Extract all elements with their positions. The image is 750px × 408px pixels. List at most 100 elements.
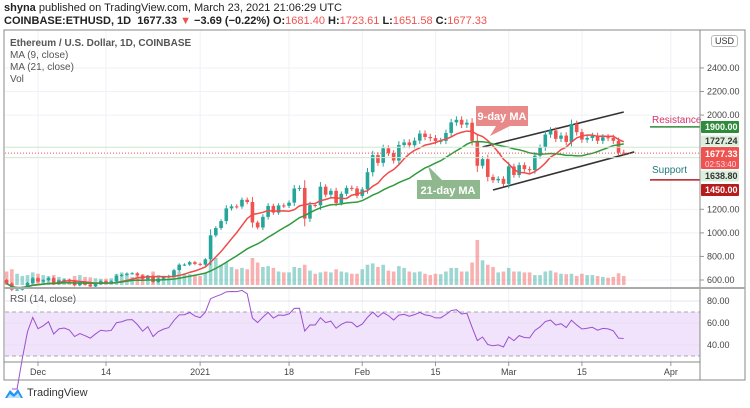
candle-body (187, 262, 192, 265)
resistance-label: Resistance (652, 115, 702, 126)
candle-body (595, 135, 600, 141)
time-tick-label: Apr (664, 367, 678, 377)
candle-body (512, 166, 516, 175)
volume-bar (585, 275, 589, 285)
legend-title: Ethereum / U.S. Dollar, 1D, COINBASE (10, 38, 192, 49)
time-tick-label: Dec (30, 367, 47, 377)
volume-bar (119, 272, 124, 285)
chart-legend: Ethereum / U.S. Dollar, 1D, COINBASE MA … (10, 38, 191, 86)
volume-bar (360, 269, 365, 285)
volume-bar (606, 277, 610, 285)
candle-body (302, 187, 307, 219)
volume-bar (287, 272, 291, 285)
volume-bar (282, 272, 286, 285)
ma9-tag (701, 135, 739, 147)
candle-body (438, 140, 443, 142)
volume-bar (553, 272, 558, 285)
volume-bar (601, 276, 605, 285)
candle-body (313, 205, 317, 207)
candle-body (323, 186, 328, 195)
candle-body (203, 259, 208, 265)
volume-bar (491, 267, 495, 285)
volume-bar (444, 271, 448, 285)
tradingview-logo[interactable]: TradingView (4, 387, 88, 399)
volume-bar (297, 267, 302, 285)
candle-body (287, 202, 291, 206)
volume-bar (412, 272, 417, 285)
volume-bar (161, 276, 166, 285)
candle-body (538, 147, 542, 156)
volume-bar (250, 258, 255, 285)
candle-body (548, 130, 553, 135)
candle-body (611, 137, 616, 141)
candle-body (616, 140, 621, 153)
rsi-tick-label: 60.00 (707, 318, 730, 328)
support-tag-label: 1450.00 (705, 185, 738, 195)
time-tick-label: Feb (355, 367, 371, 377)
volume-bar (93, 278, 98, 285)
price-change: −3.69 (−0.22%) (194, 15, 270, 27)
candle-body (329, 190, 333, 195)
candle-body (41, 280, 46, 282)
legend-ma21: MA (21, close) (10, 62, 74, 73)
volume-bar (370, 263, 375, 285)
volume-bar (616, 273, 621, 285)
candle-body (83, 283, 87, 285)
candle-body (240, 199, 244, 207)
time-tick-label: 18 (284, 367, 294, 377)
volume-bar (533, 275, 537, 285)
candle-body (271, 205, 276, 213)
volume-bar (193, 275, 197, 285)
volume-bar (433, 273, 438, 285)
volume-bar (350, 273, 354, 285)
candle-body (517, 165, 521, 175)
candle-body (282, 205, 286, 207)
volume-bar (559, 273, 563, 285)
volume-bar (334, 269, 338, 285)
candle-body (172, 270, 176, 276)
volume-bar (402, 267, 406, 285)
ma9-callout-box (476, 106, 528, 136)
ma9-callout-label: 9-day MA (478, 111, 527, 123)
volume-bar (166, 277, 171, 285)
volume-bar (329, 272, 333, 285)
price-tick-label: 2200.00 (707, 87, 740, 97)
volume-bar (339, 271, 344, 285)
legend-vol: Vol (10, 74, 24, 85)
volume-bar (459, 271, 464, 285)
candle-body (36, 278, 40, 282)
candle-body (501, 178, 506, 184)
support-label: Support (652, 165, 687, 176)
volume-bar (302, 264, 307, 285)
low-label: L: (382, 15, 393, 27)
support-tag (701, 184, 739, 196)
candle-body (25, 282, 30, 288)
ma21-tag-label: 1638.80 (705, 171, 738, 181)
rsi-band (5, 312, 700, 356)
currency-button[interactable]: USD (711, 35, 739, 47)
candle-body (151, 275, 155, 282)
candle-body (417, 133, 422, 141)
candle-body (381, 148, 385, 163)
volume-bar (255, 262, 260, 285)
channel-lower-line (492, 151, 635, 191)
candle-body (334, 190, 338, 204)
volume-bar (4, 271, 9, 285)
time-tick-label: Mar (501, 367, 517, 377)
candle-body (370, 155, 375, 173)
ma21-line (6, 140, 624, 289)
volume-bar (78, 275, 82, 285)
rsi-tick-label: 40.00 (707, 340, 730, 350)
volume-bar (266, 266, 270, 285)
volume-bar (548, 270, 553, 285)
volume-bar (475, 240, 480, 285)
candle-body (208, 235, 213, 260)
volume-bar (261, 267, 265, 285)
volume-bar (313, 273, 317, 285)
candle-body (318, 186, 323, 206)
volume-bar (208, 260, 213, 285)
legend-ma9: MA (9, close) (10, 50, 69, 61)
publish-info: shyna published on TradingView.com, Marc… (4, 2, 342, 14)
volume-bar (224, 262, 229, 285)
